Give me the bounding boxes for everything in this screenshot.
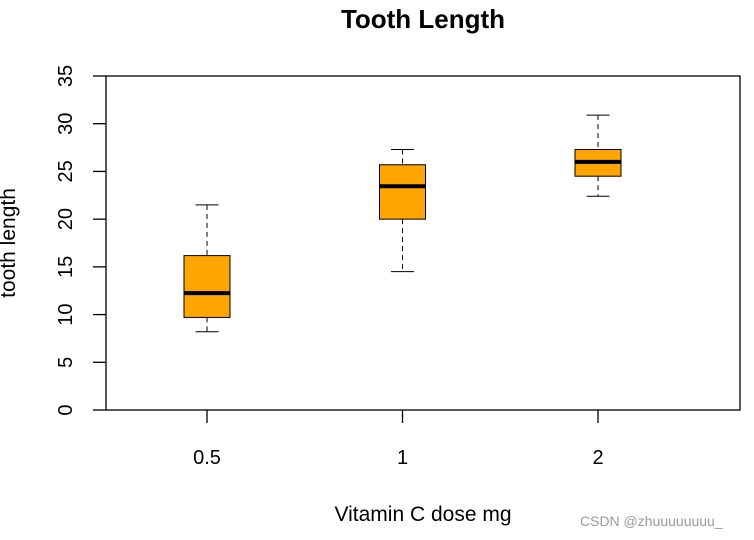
box [183,255,231,318]
y-tick-label: 5 [55,357,77,368]
x-tick-label: 1 [397,447,408,469]
chart-title: Tooth Length [341,4,505,34]
x-tick-label: 0.5 [193,447,221,469]
y-tick-label: 35 [55,65,77,87]
y-tick-label: 20 [55,208,77,230]
plot-frame [105,75,741,411]
y-tick-label: 15 [55,256,77,278]
x-tick-label: 2 [592,447,603,469]
y-tick-label: 25 [55,160,77,182]
box [379,164,426,220]
x-axis-label: Vitamin C dose mg [334,503,511,526]
y-tick-label: 10 [55,303,77,325]
watermark: CSDN @zhuuuuuuuu_ [580,513,723,529]
y-tick-label: 30 [55,113,77,135]
y-tick-label: 0 [55,404,77,415]
y-axis-label: tooth length [0,188,20,298]
